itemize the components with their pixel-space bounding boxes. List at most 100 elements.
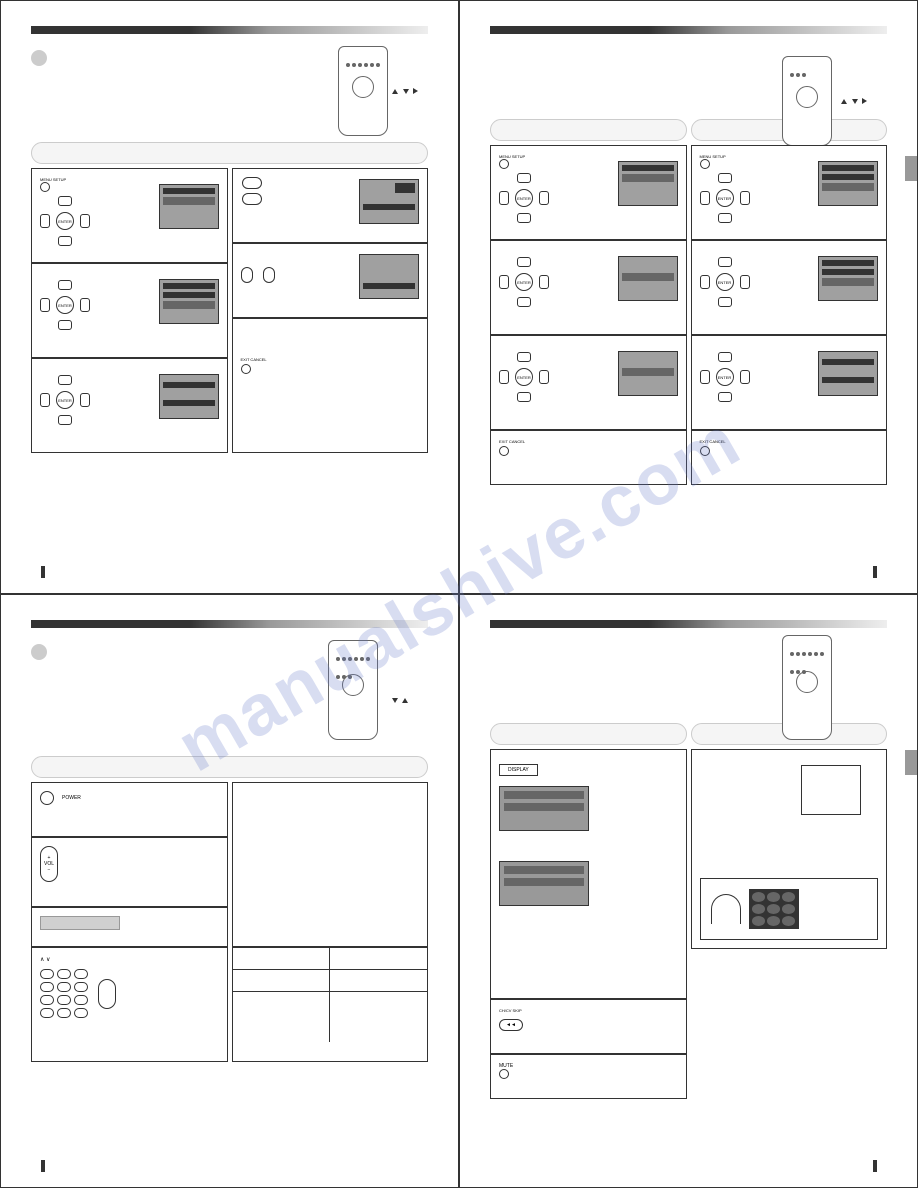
page-container: MENU SETUP ENTER ENTER — [0, 0, 918, 1188]
enter-button: ENTER — [56, 212, 74, 230]
arrow-indicators — [841, 91, 867, 109]
power-step: POWER — [31, 782, 228, 837]
nav-pad: ENTER — [499, 257, 549, 307]
header-gradient — [31, 620, 428, 628]
header-gradient — [490, 26, 887, 34]
screen-preview — [618, 161, 678, 206]
enter-button: ENTER — [56, 296, 74, 314]
power-icons: POWER — [40, 791, 219, 805]
step-r3: ENTER — [691, 335, 888, 430]
step-1: MENU SETUP ENTER — [490, 145, 687, 240]
section-header — [31, 756, 428, 778]
button-icon — [499, 159, 509, 169]
step-2: ENTER — [490, 240, 687, 335]
steps-grid: DISPLAY CH/CV SKIP ◄◄ MUTE — [490, 749, 887, 1099]
arrow-indicators — [392, 690, 408, 708]
inset-box — [801, 765, 861, 815]
step-2: ENTER — [31, 263, 228, 358]
step-r2: ENTER — [691, 240, 888, 335]
section-header-left — [490, 119, 687, 141]
steps-col-right — [232, 782, 429, 1062]
headphone-panel — [700, 878, 879, 940]
screen-preview — [159, 184, 219, 229]
step-r1: MENU SETUP ENTER — [691, 145, 888, 240]
display-step: DISPLAY — [490, 749, 687, 999]
steps-col-left: MENU SETUP ENTER ENTER — [31, 168, 228, 453]
steps-col-left: DISPLAY CH/CV SKIP ◄◄ MUTE — [490, 749, 687, 1099]
screen-preview — [818, 256, 878, 301]
page-number — [41, 1160, 45, 1172]
button-icon — [40, 182, 50, 192]
nav-pad: ENTER — [40, 196, 90, 246]
enter-button: ENTER — [56, 391, 74, 409]
skip-button: ◄◄ — [499, 1019, 523, 1031]
exit-label: EXIT CANCEL — [241, 357, 420, 362]
enter-button: ENTER — [716, 273, 734, 291]
step-5 — [232, 243, 429, 318]
steps-col-right: EXIT CANCEL — [232, 168, 429, 453]
step-3: ENTER — [31, 358, 228, 453]
step-r4: EXIT CANCEL — [691, 430, 888, 485]
menu-label: MENU SETUP — [499, 154, 678, 159]
ch-button — [98, 979, 116, 1009]
panel-grid — [749, 889, 799, 929]
steps-col-left: MENU SETUP ENTER ENTER — [490, 145, 687, 485]
screen-preview — [159, 374, 219, 419]
step-4: EXIT CANCEL — [490, 430, 687, 485]
power-label: POWER — [62, 795, 81, 801]
text-bar — [40, 916, 120, 930]
page-number — [873, 566, 877, 578]
remote-icon — [338, 46, 388, 136]
screen-preview — [359, 254, 419, 299]
vol-button: +VOL− — [40, 846, 58, 882]
nav-pad: ENTER — [700, 257, 750, 307]
button-icon — [241, 364, 251, 374]
manual-page-2: MENU SETUP ENTER ENTER — [459, 0, 918, 594]
headphone-icon — [711, 894, 741, 924]
enter-button: ENTER — [515, 189, 533, 207]
mute-step: MUTE — [490, 1054, 687, 1099]
nav-pad: ENTER — [499, 173, 549, 223]
remote-icon — [782, 56, 832, 146]
manual-page-1: MENU SETUP ENTER ENTER — [0, 0, 459, 594]
page-number — [873, 1160, 877, 1172]
number-pad — [40, 969, 88, 1018]
headphone-step — [691, 749, 888, 949]
steps-grid: MENU SETUP ENTER ENTER — [31, 168, 428, 453]
header-gradient — [490, 620, 887, 628]
screen-preview — [618, 351, 678, 396]
step-1: MENU SETUP ENTER — [31, 168, 228, 263]
screen-preview — [818, 351, 878, 396]
step-6: EXIT CANCEL — [232, 318, 429, 453]
nav-pad: ENTER — [40, 375, 90, 425]
nav-pad: ENTER — [700, 352, 750, 402]
table-step — [232, 947, 429, 1062]
screen-info — [499, 861, 589, 906]
page-number — [41, 566, 45, 578]
arrow-indicators — [392, 81, 418, 99]
steps-grid: POWER +VOL− ∧ ∨ — [31, 782, 428, 1062]
nav-pad: ENTER — [499, 352, 549, 402]
enter-button: ENTER — [515, 273, 533, 291]
arrow-label: ∧ ∨ — [40, 956, 219, 963]
header-gradient — [31, 26, 428, 34]
steps-col-right: MENU SETUP ENTER ENTER — [691, 145, 888, 485]
exit-label: EXIT CANCEL — [499, 439, 678, 444]
side-tab — [905, 750, 917, 775]
nav-pad: ENTER — [700, 173, 750, 223]
section-header — [31, 142, 428, 164]
steps-col-left: POWER +VOL− ∧ ∨ — [31, 782, 228, 1062]
exit-label: EXIT CANCEL — [700, 439, 879, 444]
section-header-left — [490, 723, 687, 745]
step-3: ENTER — [490, 335, 687, 430]
nav-pad: ENTER — [40, 280, 90, 330]
steps-grid: MENU SETUP ENTER ENTER — [490, 145, 887, 485]
menu-label: MENU SETUP — [700, 154, 879, 159]
button-icon — [499, 446, 509, 456]
remote-icon — [782, 635, 832, 740]
section-marker — [31, 644, 47, 660]
mute-label: MUTE — [499, 1063, 678, 1069]
info-step — [232, 782, 429, 947]
button-icon — [700, 159, 710, 169]
skip-label: CH/CV SKIP — [499, 1008, 678, 1013]
